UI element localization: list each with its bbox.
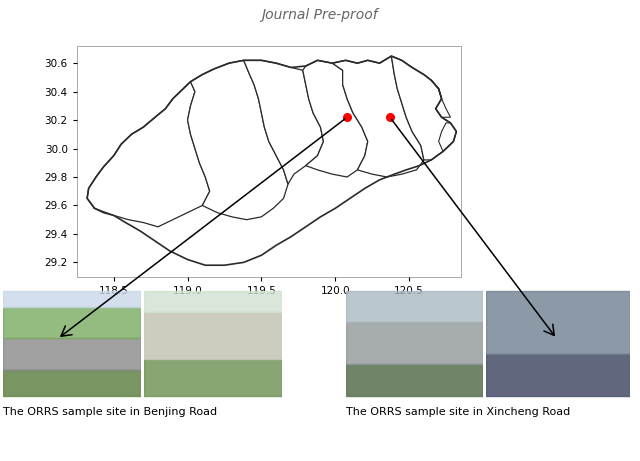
Bar bbox=[486, 354, 630, 396]
Polygon shape bbox=[332, 56, 424, 177]
Text: The ORRS sample site in Xincheng Road: The ORRS sample site in Xincheng Road bbox=[346, 407, 570, 417]
Bar bbox=[346, 323, 483, 364]
Bar bbox=[144, 291, 282, 312]
Text: Journal Pre-proof: Journal Pre-proof bbox=[262, 8, 378, 22]
Text: The ORRS sample site in Benjing Road: The ORRS sample site in Benjing Road bbox=[3, 407, 218, 417]
Polygon shape bbox=[303, 60, 368, 177]
Bar bbox=[3, 307, 141, 338]
Polygon shape bbox=[188, 60, 288, 220]
Bar bbox=[3, 291, 141, 307]
Bar bbox=[144, 312, 282, 359]
Polygon shape bbox=[431, 80, 451, 117]
Bar bbox=[346, 364, 483, 396]
Bar bbox=[3, 338, 141, 370]
Polygon shape bbox=[244, 60, 323, 184]
Polygon shape bbox=[438, 123, 456, 151]
Polygon shape bbox=[87, 82, 210, 227]
Bar bbox=[3, 370, 141, 396]
Bar bbox=[144, 359, 282, 396]
Polygon shape bbox=[392, 56, 456, 160]
Bar bbox=[486, 291, 630, 354]
Bar bbox=[346, 291, 483, 323]
